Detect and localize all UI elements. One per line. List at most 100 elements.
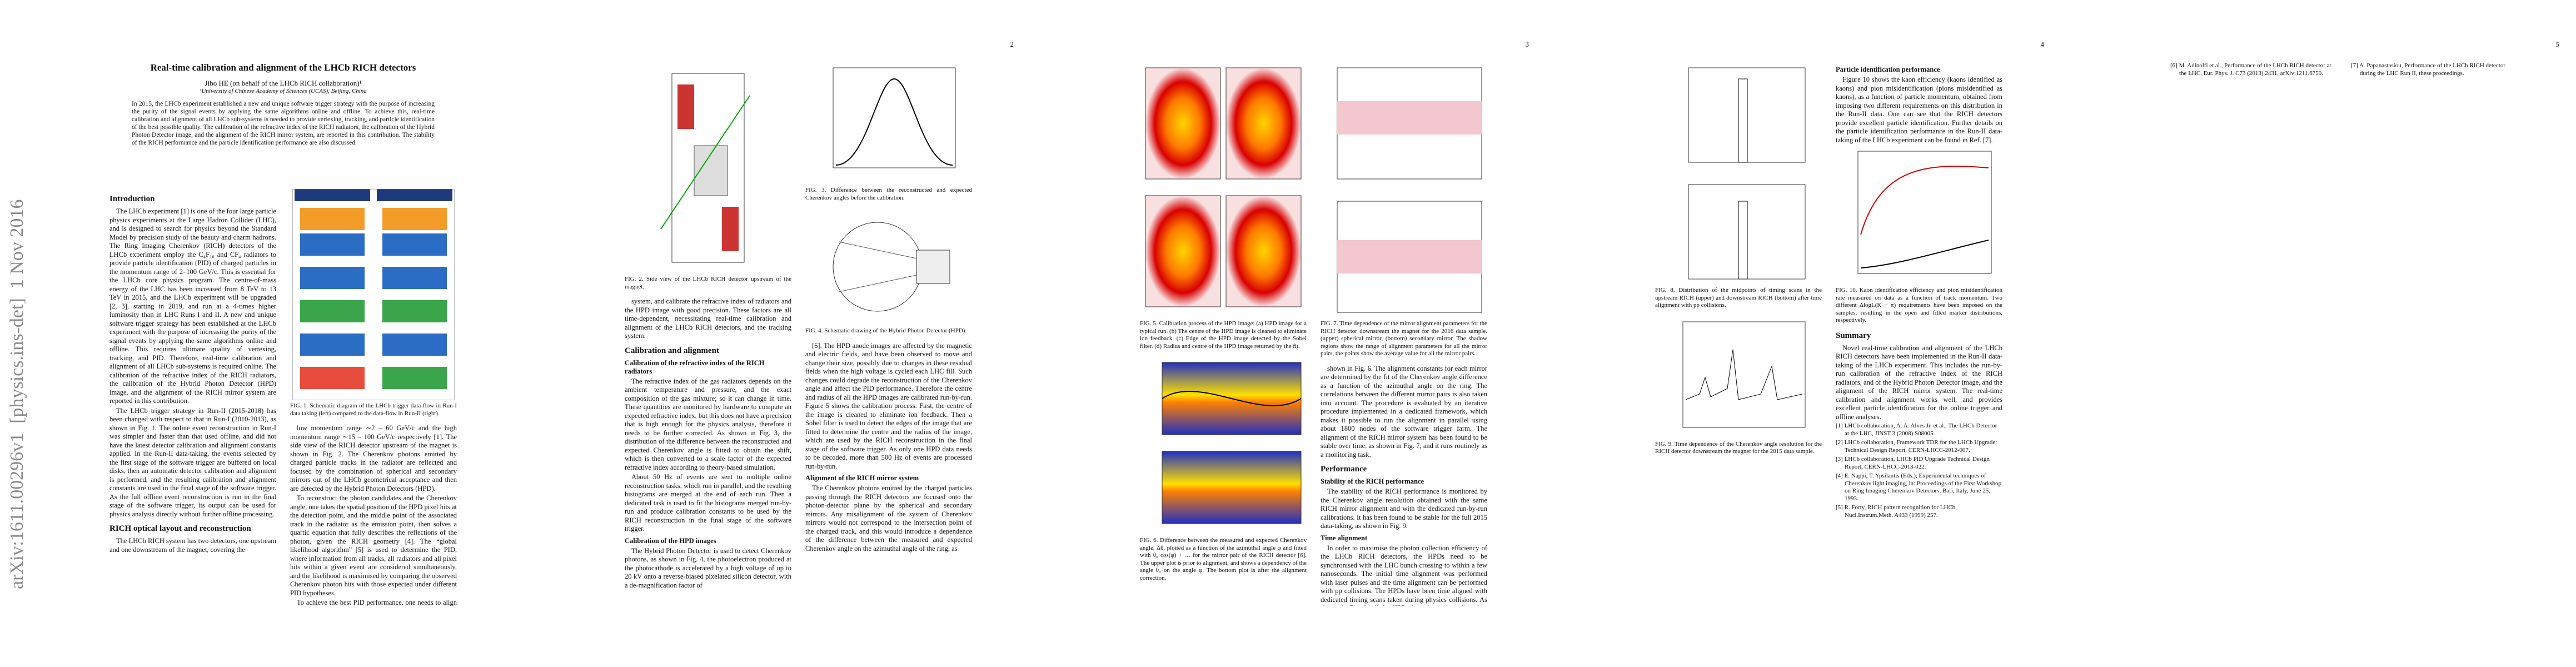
column: FIG. 8. Distribution of the midpoints of… [1655,62,1822,606]
figure-shape [1145,195,1221,307]
figure-shape [377,189,452,201]
figure-caption: FIG. 4. Schematic drawing of the Hybrid … [805,327,967,334]
figure [1688,67,1806,280]
figure-shape [295,189,370,201]
figure-shape [838,241,917,292]
subsection-heading: Time alignment [1321,534,1368,542]
section-heading: Introduction [109,195,155,203]
abstract: In 2015, the LHCb experiment established… [132,101,435,146]
figure-shape [300,267,365,289]
subsection-heading: Particle identification performance [1836,66,1940,73]
figure-shape [835,78,953,166]
paper-header: Real-time calibration and alignment of t… [109,62,457,147]
figure-shape [382,267,447,289]
paragraph: shown in Fig. 6. The alignment constants… [1321,364,1487,459]
figure [660,73,750,263]
figure-shape [300,367,365,389]
figure-shape [1337,101,1482,135]
figure [1145,67,1302,307]
column: FIG. 5. Calibration process of the HPD i… [1140,62,1307,606]
figure [292,189,455,400]
reference: [2] LHCb collaboration, Framework TDR fo… [1836,439,1997,454]
column: FIG. 2. Side view of the LHCb RICH detec… [625,62,791,606]
figure-shape [1337,240,1482,273]
figure-shape [1162,451,1302,524]
figure [833,222,950,312]
figure-shape [916,250,950,284]
figure-shape [1738,78,1748,163]
paper-page: 2 FIG. 2. Side view of the LHCb RICH dete… [515,0,1030,667]
figure [1857,151,1992,274]
column: [6] M. Adinolfi et al., Performance of t… [2170,62,2337,606]
figure-shape [382,334,447,356]
paragraph: The Cherenkov photons emitted by the cha… [805,484,972,552]
figure-caption: FIG. 3. Difference between the reconstru… [805,187,972,201]
figure-shape [677,84,694,129]
paragraph: The LHCb trigger strategy in Run-II (201… [109,406,276,518]
figure-shape [1738,201,1748,280]
figure-caption: FIG. 7. Time dependence of the mirror al… [1321,320,1487,357]
subsection-heading: Calibration of the refractive index of t… [625,359,765,375]
figure-shape [382,367,447,389]
figure-shape [300,208,365,230]
paragraph: In order to maximise the photon collecti… [1321,544,1487,606]
subsection-heading: Stability of the RICH performance [1321,477,1424,485]
reference: [4] E. Nappi, T. Ypsilantis (Eds.), Expe… [1836,472,2002,502]
paragraph: To reconstruct the photon candidates and… [290,494,457,597]
paragraph: Novel real-time calibration and alignmen… [1836,344,2002,421]
paragraph: The Hybrid Photon Detector is used to de… [625,546,791,589]
figure-caption: FIG. 9. Time dependence of the Cherenkov… [1655,440,1822,455]
paragraph: The LHCb RICH system has two detectors, … [109,537,276,554]
figure-shape [833,67,956,168]
paragraph: The LHCb experiment [1] is one of the fo… [109,207,276,405]
figure [833,67,956,168]
figure-shape [1225,195,1302,307]
figure-shape [300,233,365,256]
column: FIG. 7. Time dependence of the mirror al… [1321,62,1487,606]
affiliation: ¹University of Chinese Academy of Scienc… [200,88,367,94]
figure-shape [1857,151,1992,274]
figure-shape [1162,391,1302,406]
paper-page: 5 [6] M. Adinolfi et al., Performance of … [2061,0,2576,667]
figure-caption: FIG. 8. Distribution of the midpoints of… [1655,287,1822,308]
page-number: 4 [2040,40,2045,48]
figure-caption: FIG. 1. Schematic diagram of the LHCb tr… [290,402,457,417]
figure-shape [382,233,447,256]
figure-shape [671,73,745,263]
figure-shape [660,95,750,230]
author: Jibo HE (on behalf of the LHCb RICH coll… [205,79,362,87]
column: FIG. 1. Schematic diagram of the LHCb tr… [290,189,457,606]
reference: [6] M. Adinolfi et al., Performance of t… [2170,62,2331,77]
subsection-heading: Calibration of the HPD images [625,536,716,545]
figure-caption: FIG. 5. Calibration process of the HPD i… [1140,320,1307,350]
figure-shape [382,300,447,322]
paper-page: Real-time calibration and alignment of t… [0,0,515,667]
page-number: 5 [2555,40,2560,48]
figure-shape [1685,349,1803,400]
reference: [7] A. Papanastasiou, Performance of the… [2351,62,2505,77]
column: FIG. 3. Difference between the reconstru… [805,62,972,606]
figure [1162,362,1302,524]
paper-page: 4 FIG. 8. Distribution of the midpoints o… [1546,0,2061,667]
section-heading: Calibration and alignment [625,346,720,355]
paragraph: The refractive index of the gas radiator… [625,377,791,471]
paper-title: Real-time calibration and alignment of t… [150,62,416,73]
column: Particle identification performance Figur… [1836,62,2002,606]
figure-caption: FIG. 2. Side view of the LHCb RICH detec… [625,276,791,290]
section-heading: RICH optical layout and reconstruction [109,524,251,533]
paragraph: The stability of the RICH performance is… [1321,487,1487,530]
reference: [5] R. Forty, RICH pattern recognition f… [1836,504,1957,519]
figure [1337,67,1482,313]
paragraph: About 50 Hz of events are sent to multip… [625,473,791,532]
page-number: 3 [1525,40,1529,48]
paragraph: low momentum range ∼2 – 60 GeV/c and the… [290,424,457,492]
paper-page: 3 FIG. 5. Calibration process of the HPD … [1030,0,1546,667]
reference: [1] LHCb collaboration, A. A. Alves Jr. … [1836,422,1997,437]
page-number: 2 [1010,40,1014,48]
figure-shape [300,334,365,356]
figure-shape [382,208,447,230]
figure-shape [300,300,365,322]
figure-shape [1225,67,1302,180]
